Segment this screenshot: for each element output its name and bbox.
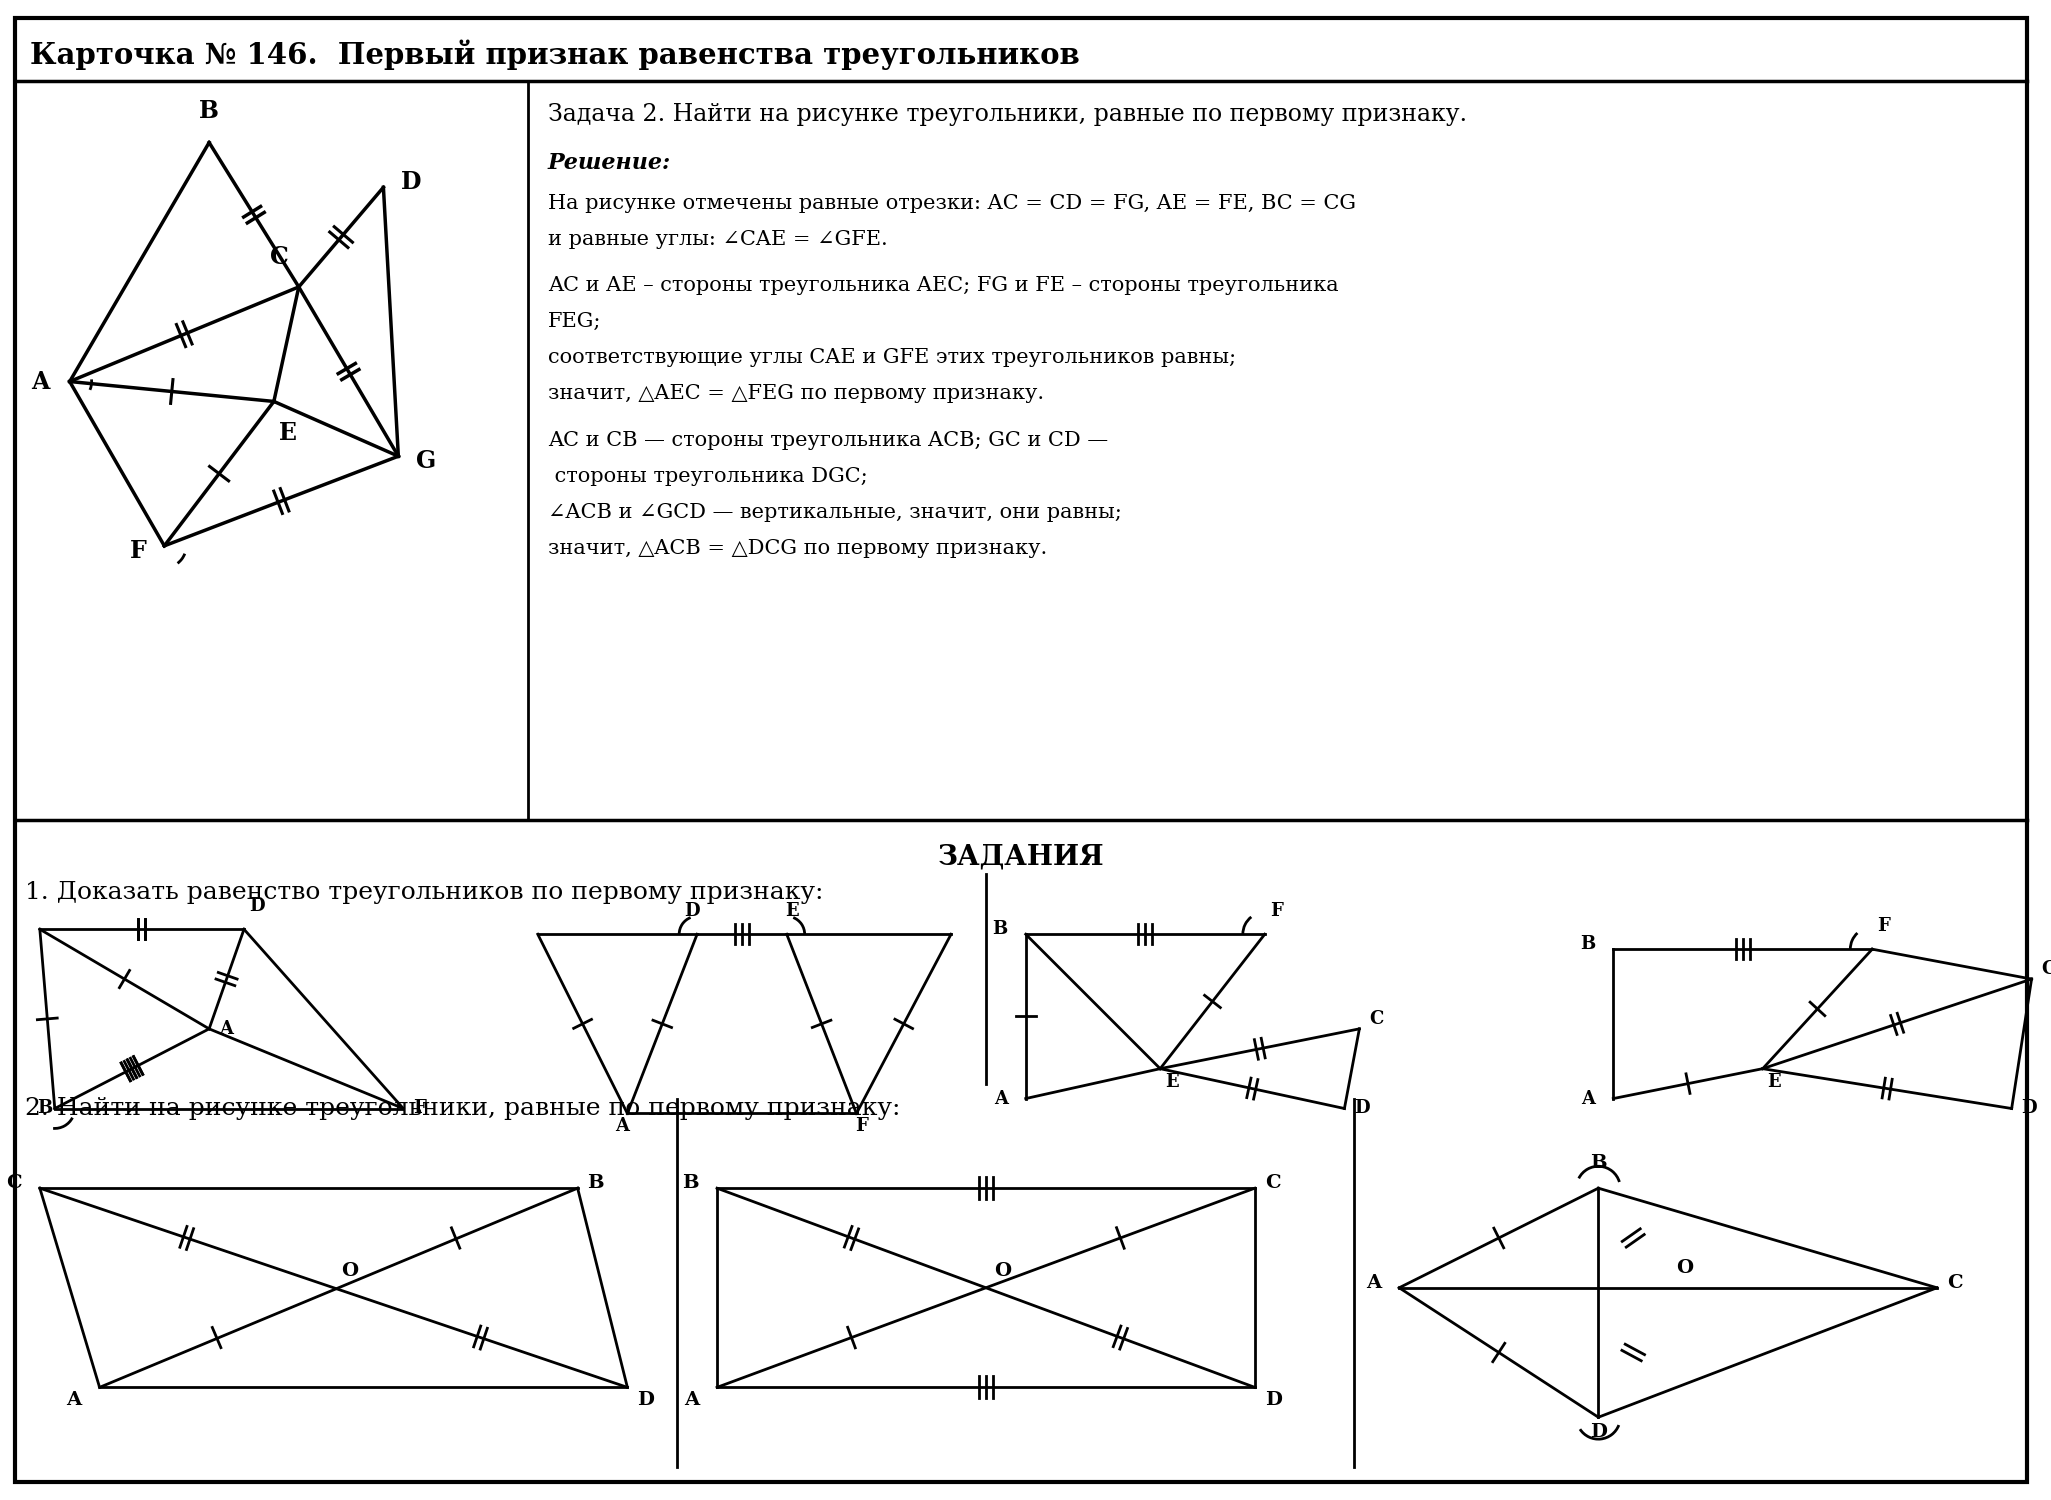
Text: ЗАДАНИЯ: ЗАДАНИЯ [937,843,1103,870]
Text: D: D [685,903,699,921]
Text: и равные углы: ∠CAE = ∠GFE.: и равные углы: ∠CAE = ∠GFE. [548,230,888,249]
Text: B: B [37,1100,51,1118]
Text: C: C [6,1174,23,1192]
Text: D: D [1354,1100,1370,1118]
Text: B: B [1579,934,1596,952]
Text: C: C [271,244,289,268]
Text: O: O [343,1262,359,1280]
Text: 1. Доказать равенство треугольников по первому признаку:: 1. Доказать равенство треугольников по п… [25,880,822,904]
Text: A: A [615,1118,630,1136]
Text: значит, △ACB = △DCG по первому признаку.: значит, △ACB = △DCG по первому признаку. [548,538,1046,558]
Text: D: D [402,171,423,195]
Text: F: F [855,1118,868,1136]
Text: C: C [2041,960,2051,978]
Text: D: D [248,897,265,915]
Text: F: F [1877,916,1891,934]
Text: F: F [129,538,146,562]
Text: AC и AE – стороны треугольника AEC; FG и FE – стороны треугольника: AC и AE – стороны треугольника AEC; FG и… [548,276,1339,296]
Text: Задача 2. Найти на рисунке треугольники, равные по первому признаку.: Задача 2. Найти на рисунке треугольники,… [548,102,1466,126]
Text: E: E [1768,1072,1780,1090]
Text: D: D [1590,1424,1606,1442]
Text: A: A [995,1089,1007,1107]
Text: O: O [1676,1258,1694,1276]
Text: A: A [683,1392,699,1410]
Text: D: D [638,1392,654,1410]
Text: FEG;: FEG; [548,312,601,332]
Text: B: B [1590,1155,1606,1173]
Text: Карточка № 146.  Первый признак равенства треугольников: Карточка № 146. Первый признак равенства… [31,39,1079,70]
Text: O: O [995,1262,1011,1280]
Text: B: B [993,920,1007,938]
Text: C: C [1946,1274,1963,1292]
Text: F: F [414,1100,427,1118]
Text: стороны треугольника DGC;: стороны треугольника DGC; [548,466,868,486]
Text: AC и CB — стороны треугольника ACB; GC и CD —: AC и CB — стороны треугольника ACB; GC и… [548,432,1108,450]
Text: B: B [199,99,219,123]
Text: E: E [279,422,297,446]
Text: Решение:: Решение: [548,153,671,174]
Text: A: A [66,1392,82,1410]
Text: D: D [2022,1100,2037,1118]
Text: B: B [587,1174,605,1192]
Text: C: C [1370,1010,1384,1028]
Text: C: C [1265,1174,1280,1192]
Text: E: E [1165,1072,1179,1090]
Text: 2. Найти на рисунке треугольники, равные по первому признаку:: 2. Найти на рисунке треугольники, равные… [25,1096,900,1120]
Text: значит, △AEC = △FEG по первому признаку.: значит, △AEC = △FEG по первому признаку. [548,384,1044,402]
Text: На рисунке отмечены равные отрезки: AC = CD = FG, AE = FE, BC = CG: На рисунке отмечены равные отрезки: AC =… [548,195,1356,213]
Text: B: B [683,1174,699,1192]
Text: ∠ACB и ∠GCD — вертикальные, значит, они равны;: ∠ACB и ∠GCD — вертикальные, значит, они … [548,503,1122,522]
Text: A: A [219,1020,234,1038]
Text: A: A [31,369,49,393]
Text: E: E [786,903,798,921]
Text: A: A [1366,1274,1380,1292]
Text: F: F [1270,903,1282,921]
Text: соответствующие углы CAE и GFE этих треугольников равны;: соответствующие углы CAE и GFE этих треу… [548,348,1237,366]
Text: A: A [1581,1089,1596,1107]
Text: G: G [416,448,437,472]
Text: D: D [1265,1392,1282,1410]
